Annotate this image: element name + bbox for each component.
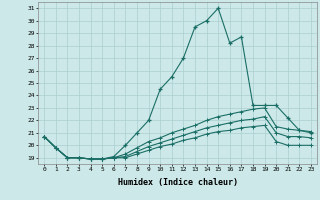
X-axis label: Humidex (Indice chaleur): Humidex (Indice chaleur) (118, 178, 238, 187)
